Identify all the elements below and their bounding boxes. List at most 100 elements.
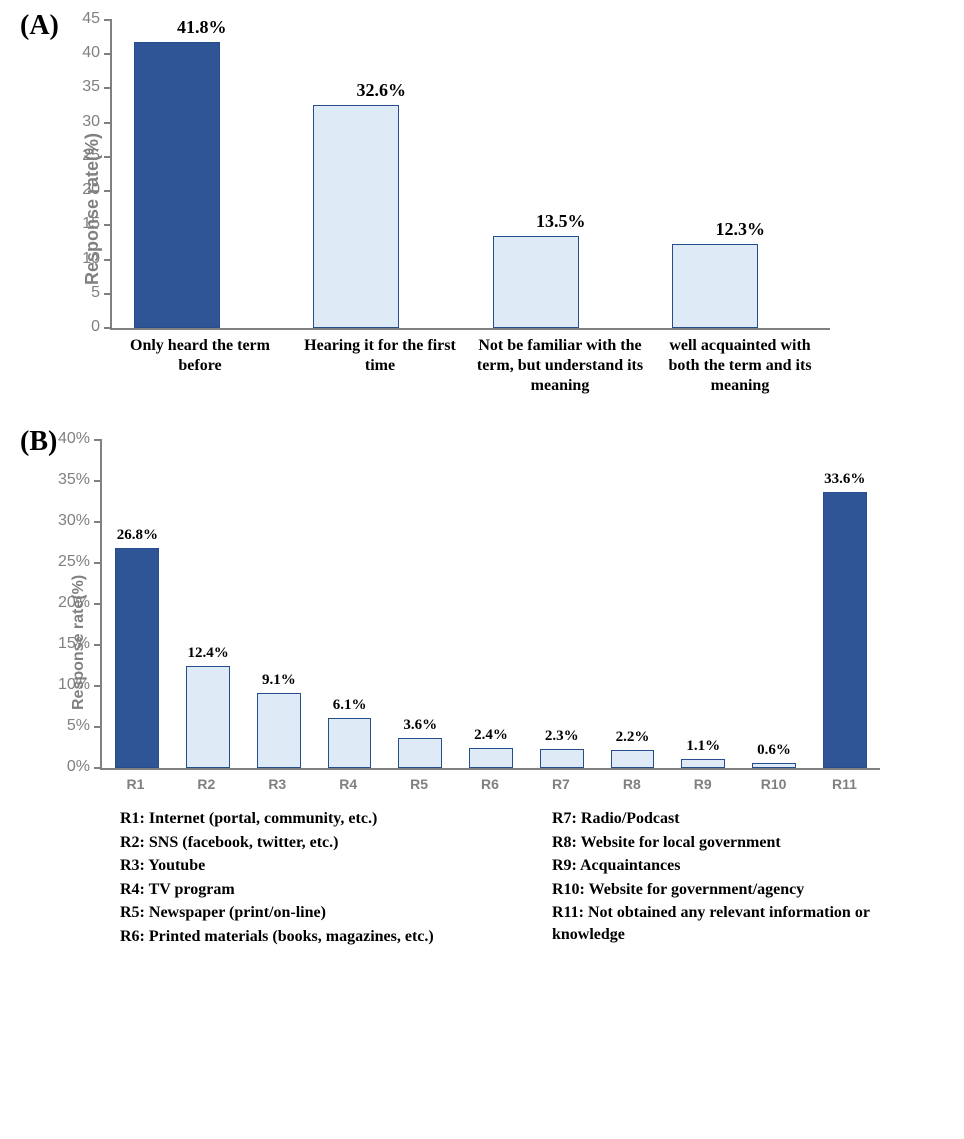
bar-slot: 12.3% <box>651 20 831 328</box>
xtick-label: R8 <box>600 776 663 792</box>
bar <box>257 693 301 768</box>
xlabel-slot: Not be familiar with the term, but under… <box>470 330 650 396</box>
ytick-label: 5 <box>91 284 112 302</box>
legend-item: R1: Internet (portal, community, etc.) <box>120 808 512 830</box>
xtick-label: Not be familiar with the term, but under… <box>474 336 646 396</box>
legend-left-col: R1: Internet (portal, community, etc.)R2… <box>120 806 512 950</box>
bar-value-label: 3.6% <box>385 717 456 734</box>
bar-value-label: 13.5% <box>471 211 651 232</box>
legend-item: R6: Printed materials (books, magazines,… <box>120 926 512 948</box>
legend-item: R7: Radio/Podcast <box>552 808 944 830</box>
legend-item: R9: Acquaintances <box>552 855 944 877</box>
bar-slot: 0.6% <box>739 440 810 768</box>
ytick-label: 20 <box>82 181 112 199</box>
ytick-label: 35 <box>82 78 112 96</box>
ytick-label: 20% <box>58 594 102 612</box>
bar <box>611 750 655 768</box>
xtick-label: R2 <box>175 776 238 792</box>
ytick-label: 30 <box>82 113 112 131</box>
xlabel-slot: well acquainted with both the term and i… <box>650 330 830 396</box>
ytick-label: 40% <box>58 430 102 448</box>
chart-a-plot: 05101520253035404541.8%32.6%13.5%12.3% <box>110 20 830 330</box>
xtick-label: Only heard the term before <box>114 336 286 376</box>
chart-a-xlabels: Only heard the term beforeHearing it for… <box>110 330 830 396</box>
bar-slot: 32.6% <box>292 20 472 328</box>
legend-item: R5: Newspaper (print/on-line) <box>120 902 512 924</box>
bar-value-label: 9.1% <box>243 672 314 689</box>
xlabel-slot: Hearing it for the first time <box>290 330 470 396</box>
bar <box>186 666 230 768</box>
xlabel-slot: R5 <box>384 770 455 792</box>
bar-value-label: 2.3% <box>526 728 597 745</box>
legend-item: R11: Not obtained any relevant informati… <box>552 902 944 945</box>
chart-b-xlabels: R1R2R3R4R5R6R7R8R9R10R11 <box>100 770 880 792</box>
bar <box>313 105 399 328</box>
ytick-label: 10 <box>82 250 112 268</box>
xlabel-slot: R11 <box>809 770 880 792</box>
ytick-label: 35% <box>58 471 102 489</box>
xlabel-slot: R3 <box>242 770 313 792</box>
figure: (A) Response rate(%) 0510152025303540454… <box>0 0 964 1000</box>
ytick-label: 10% <box>58 676 102 694</box>
legend-right-col: R7: Radio/PodcastR8: Website for local g… <box>552 806 944 950</box>
panel-b-label: (B) <box>20 426 57 458</box>
chart-b: Response rate(%) 0%5%10%15%20%25%30%35%4… <box>100 440 944 792</box>
legend-item: R4: TV program <box>120 879 512 901</box>
xlabel-slot: R9 <box>667 770 738 792</box>
bar <box>681 759 725 768</box>
bar-slot: 3.6% <box>385 440 456 768</box>
legend-item: R10: Website for government/agency <box>552 879 944 901</box>
bar-value-label: 32.6% <box>292 80 472 101</box>
xlabel-slot: Only heard the term before <box>110 330 290 396</box>
ytick-label: 25% <box>58 553 102 571</box>
bars: 41.8% 32.6% 13.5%12.3% <box>112 20 830 328</box>
panel-b: (B) Response rate(%) 0%5%10%15%20%25%30%… <box>20 426 944 950</box>
bar <box>823 492 867 768</box>
bar-slot: 9.1% <box>243 440 314 768</box>
ytick-label: 0% <box>67 758 102 776</box>
xtick-label: R3 <box>246 776 309 792</box>
xtick-label: R4 <box>317 776 380 792</box>
ytick-label: 25 <box>82 147 112 165</box>
bar-value-label: 12.4% <box>173 645 244 662</box>
xtick-label: R5 <box>388 776 451 792</box>
panel-a: (A) Response rate(%) 0510152025303540454… <box>20 10 944 396</box>
ytick-label: 40 <box>82 44 112 62</box>
bar-value-label: 41.8% <box>112 17 292 38</box>
xlabel-slot: R10 <box>738 770 809 792</box>
xtick-label: Hearing it for the first time <box>294 336 466 376</box>
bar-slot: 1.1% <box>668 440 739 768</box>
ytick-label: 5% <box>67 717 102 735</box>
bar <box>672 244 758 328</box>
bar-slot: 2.4% <box>456 440 527 768</box>
bar-value-label: 12.3% <box>651 219 831 240</box>
bar-value-label: 33.6% <box>809 471 880 488</box>
bar <box>469 748 513 768</box>
bar-value-label: 2.4% <box>456 727 527 744</box>
xlabel-slot: R7 <box>525 770 596 792</box>
bar <box>134 42 220 328</box>
legend-item: R3: Youtube <box>120 855 512 877</box>
bar-value-label: 26.8% <box>102 527 173 544</box>
xtick-label: R6 <box>459 776 522 792</box>
bars: 26.8% 12.4% 9.1%6.1%3.6%2.4%2.3%2.2%1.1%0.… <box>102 440 880 768</box>
xlabel-slot: R6 <box>455 770 526 792</box>
xtick-label: R9 <box>671 776 734 792</box>
xlabel-slot: R2 <box>171 770 242 792</box>
bar-slot: 6.1% <box>314 440 385 768</box>
ytick-label: 45 <box>82 10 112 28</box>
bar-slot: 33.6% <box>809 440 880 768</box>
bar-value-label: 0.6% <box>739 742 810 759</box>
chart-b-plot: 0%5%10%15%20%25%30%35%40%26.8%12.4%9.1%6… <box>100 440 880 770</box>
bar <box>752 763 796 768</box>
bar-slot: 2.2% <box>597 440 668 768</box>
bar-value-label: 1.1% <box>668 738 739 755</box>
bar-slot: 13.5% <box>471 20 651 328</box>
bar <box>540 749 584 768</box>
bar <box>115 548 159 768</box>
ytick-label: 15 <box>82 215 112 233</box>
xtick-label: well acquainted with both the term and i… <box>654 336 826 396</box>
xtick-label: R7 <box>529 776 592 792</box>
bar-slot: 26.8% <box>102 440 173 768</box>
xtick-label: R11 <box>813 776 876 792</box>
